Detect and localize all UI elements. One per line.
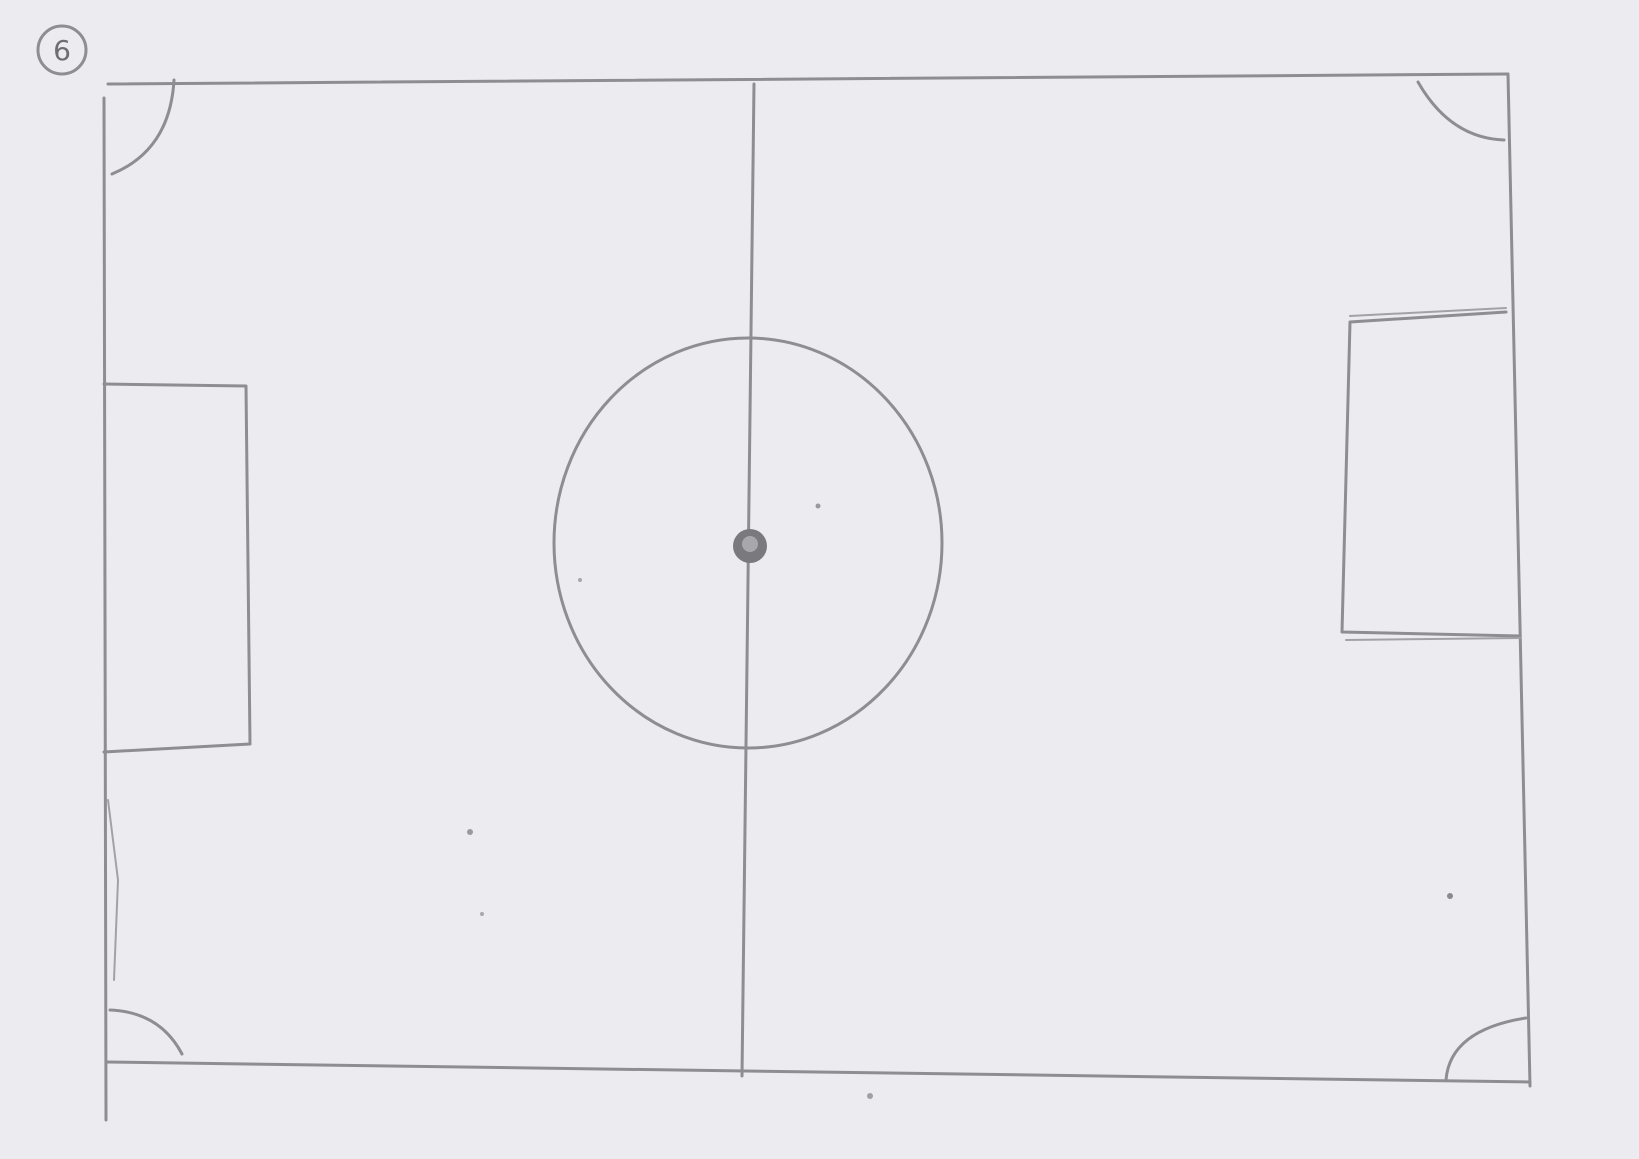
corner-arc-top-right <box>1416 80 1506 142</box>
pitch-right-goal-line <box>1506 72 1532 1088</box>
speck <box>815 503 821 509</box>
corner-arc-bottom-right <box>1444 1016 1528 1082</box>
right-penalty-box-retrace-top <box>1349 307 1507 317</box>
page-number-marker: 6 <box>36 24 88 76</box>
page-number: 6 <box>53 34 71 67</box>
pencil-specks <box>467 503 1453 1099</box>
left-line-retrace <box>107 799 120 981</box>
right-penalty-box-outline <box>1340 310 1522 638</box>
right-penalty-box <box>1340 307 1522 641</box>
pitch-bottom-touchline <box>104 1060 1532 1084</box>
center-spot-highlight <box>742 536 758 552</box>
speck <box>578 578 582 582</box>
corner-arc-top-left <box>110 78 176 176</box>
center-circle <box>552 336 944 750</box>
pitch-top-touchline <box>106 72 1510 86</box>
right-penalty-box-retrace-bottom <box>1345 637 1521 641</box>
corner-arcs <box>108 78 1528 1082</box>
speck <box>467 829 473 835</box>
speck <box>1447 893 1453 899</box>
page-number-circle <box>36 24 88 76</box>
pitch-outline <box>102 72 1532 1122</box>
speck <box>867 1093 873 1099</box>
center-spot <box>733 529 767 563</box>
speck <box>480 912 484 916</box>
halfway-line <box>740 82 756 1078</box>
corner-arc-bottom-left <box>108 1008 184 1056</box>
pitch-left-goal-line <box>102 96 108 1122</box>
left-penalty-box <box>102 382 252 754</box>
